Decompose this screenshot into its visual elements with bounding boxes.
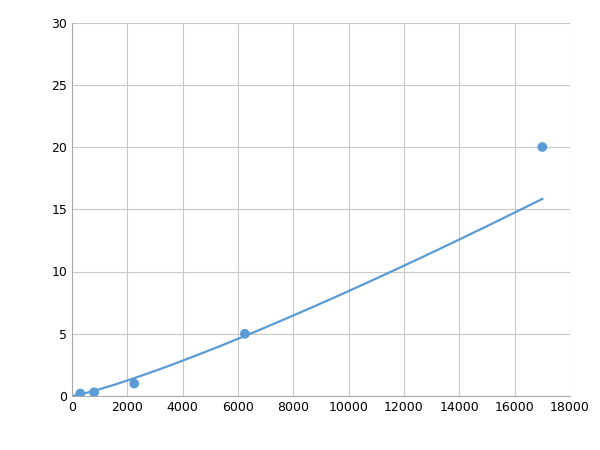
Point [76,390,85,397]
Point [538,144,547,151]
Point [240,330,250,338]
Point [89,389,99,396]
Point [130,380,139,387]
